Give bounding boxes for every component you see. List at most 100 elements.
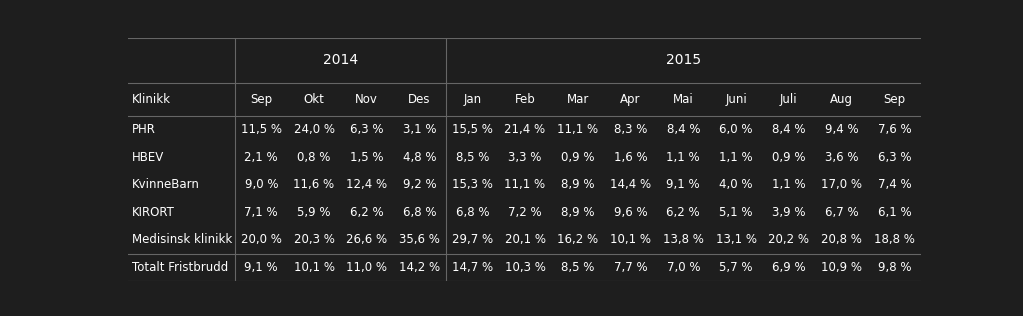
Text: 4,0 %: 4,0 % xyxy=(719,178,753,191)
Text: 11,6 %: 11,6 % xyxy=(294,178,335,191)
Text: 11,5 %: 11,5 % xyxy=(240,123,281,136)
Text: 15,5 %: 15,5 % xyxy=(452,123,493,136)
Text: 2,1 %: 2,1 % xyxy=(244,151,278,164)
Text: 35,6 %: 35,6 % xyxy=(399,234,440,246)
Text: 6,0 %: 6,0 % xyxy=(719,123,753,136)
Text: 3,3 %: 3,3 % xyxy=(508,151,542,164)
Text: 8,4 %: 8,4 % xyxy=(772,123,805,136)
Text: Mai: Mai xyxy=(673,93,694,106)
Text: 14,2 %: 14,2 % xyxy=(399,261,440,274)
Text: 12,4 %: 12,4 % xyxy=(346,178,388,191)
Text: Klinikk: Klinikk xyxy=(132,93,171,106)
Text: 13,8 %: 13,8 % xyxy=(663,234,704,246)
Text: 14,7 %: 14,7 % xyxy=(452,261,493,274)
Text: 1,5 %: 1,5 % xyxy=(350,151,384,164)
Text: 20,0 %: 20,0 % xyxy=(240,234,281,246)
Text: 3,6 %: 3,6 % xyxy=(825,151,858,164)
Text: Des: Des xyxy=(408,93,431,106)
Text: 1,6 %: 1,6 % xyxy=(614,151,648,164)
Text: Sep: Sep xyxy=(883,93,905,106)
Text: 9,6 %: 9,6 % xyxy=(614,206,648,219)
Text: 9,2 %: 9,2 % xyxy=(403,178,437,191)
Text: 21,4 %: 21,4 % xyxy=(504,123,545,136)
Text: 20,3 %: 20,3 % xyxy=(294,234,335,246)
Text: 7,2 %: 7,2 % xyxy=(508,206,542,219)
Text: KvinneBarn: KvinneBarn xyxy=(132,178,199,191)
Text: 8,4 %: 8,4 % xyxy=(667,123,700,136)
Text: Apr: Apr xyxy=(620,93,640,106)
Text: Okt: Okt xyxy=(304,93,324,106)
Text: 10,3 %: 10,3 % xyxy=(504,261,545,274)
Text: 1,1 %: 1,1 % xyxy=(772,178,806,191)
Text: 6,7 %: 6,7 % xyxy=(825,206,858,219)
Text: 7,1 %: 7,1 % xyxy=(244,206,278,219)
Text: Mar: Mar xyxy=(567,93,589,106)
Text: 6,1 %: 6,1 % xyxy=(878,206,911,219)
Text: Sep: Sep xyxy=(251,93,272,106)
Text: 8,5 %: 8,5 % xyxy=(455,151,489,164)
Text: Jan: Jan xyxy=(463,93,482,106)
Text: 6,2 %: 6,2 % xyxy=(350,206,384,219)
Text: 6,3 %: 6,3 % xyxy=(878,151,911,164)
Text: 0,8 %: 0,8 % xyxy=(298,151,330,164)
Text: Feb: Feb xyxy=(515,93,535,106)
Text: Juni: Juni xyxy=(725,93,747,106)
Text: 0,9 %: 0,9 % xyxy=(561,151,594,164)
Text: 10,1 %: 10,1 % xyxy=(294,261,335,274)
Text: PHR: PHR xyxy=(132,123,155,136)
Text: HBEV: HBEV xyxy=(132,151,164,164)
Text: Nov: Nov xyxy=(355,93,379,106)
Text: 20,2 %: 20,2 % xyxy=(768,234,809,246)
Text: 13,1 %: 13,1 % xyxy=(715,234,757,246)
Text: 4,8 %: 4,8 % xyxy=(403,151,436,164)
Text: 20,8 %: 20,8 % xyxy=(821,234,862,246)
Text: 10,9 %: 10,9 % xyxy=(821,261,862,274)
Text: 7,0 %: 7,0 % xyxy=(667,261,700,274)
Text: 7,6 %: 7,6 % xyxy=(878,123,911,136)
Text: KIRORT: KIRORT xyxy=(132,206,175,219)
Text: 9,4 %: 9,4 % xyxy=(825,123,858,136)
Text: 18,8 %: 18,8 % xyxy=(874,234,915,246)
Text: 7,4 %: 7,4 % xyxy=(878,178,911,191)
Text: Aug: Aug xyxy=(830,93,853,106)
Text: 5,1 %: 5,1 % xyxy=(719,206,753,219)
Text: 8,5 %: 8,5 % xyxy=(562,261,594,274)
Text: 2014: 2014 xyxy=(323,53,358,67)
Text: 5,7 %: 5,7 % xyxy=(719,261,753,274)
Text: 1,1 %: 1,1 % xyxy=(719,151,753,164)
Text: 16,2 %: 16,2 % xyxy=(558,234,598,246)
Text: 29,7 %: 29,7 % xyxy=(452,234,493,246)
Text: 26,6 %: 26,6 % xyxy=(346,234,388,246)
Text: Medisinsk klinikk: Medisinsk klinikk xyxy=(132,234,232,246)
Text: 3,9 %: 3,9 % xyxy=(772,206,805,219)
Text: 6,8 %: 6,8 % xyxy=(455,206,489,219)
Text: 8,3 %: 8,3 % xyxy=(614,123,648,136)
Text: 14,4 %: 14,4 % xyxy=(610,178,651,191)
Text: 17,0 %: 17,0 % xyxy=(821,178,862,191)
Text: 10,1 %: 10,1 % xyxy=(610,234,651,246)
Text: 11,1 %: 11,1 % xyxy=(504,178,545,191)
Text: 9,1 %: 9,1 % xyxy=(244,261,278,274)
Text: 8,9 %: 8,9 % xyxy=(561,206,594,219)
Text: 24,0 %: 24,0 % xyxy=(294,123,335,136)
Text: 1,1 %: 1,1 % xyxy=(667,151,700,164)
Text: 6,3 %: 6,3 % xyxy=(350,123,384,136)
Text: 2015: 2015 xyxy=(666,53,701,67)
Text: 8,9 %: 8,9 % xyxy=(561,178,594,191)
Text: 9,8 %: 9,8 % xyxy=(878,261,911,274)
Text: Juli: Juli xyxy=(780,93,798,106)
Text: 6,8 %: 6,8 % xyxy=(403,206,436,219)
Text: 5,9 %: 5,9 % xyxy=(298,206,330,219)
Text: 6,2 %: 6,2 % xyxy=(667,206,700,219)
Text: Totalt Fristbrudd: Totalt Fristbrudd xyxy=(132,261,228,274)
Text: 11,0 %: 11,0 % xyxy=(347,261,388,274)
Text: 11,1 %: 11,1 % xyxy=(558,123,598,136)
Text: 3,1 %: 3,1 % xyxy=(403,123,436,136)
Text: 6,9 %: 6,9 % xyxy=(772,261,806,274)
Text: 9,0 %: 9,0 % xyxy=(244,178,278,191)
Text: 0,9 %: 0,9 % xyxy=(772,151,805,164)
Text: 9,1 %: 9,1 % xyxy=(667,178,700,191)
Text: 7,7 %: 7,7 % xyxy=(614,261,648,274)
Text: 15,3 %: 15,3 % xyxy=(452,178,493,191)
Text: 20,1 %: 20,1 % xyxy=(504,234,545,246)
